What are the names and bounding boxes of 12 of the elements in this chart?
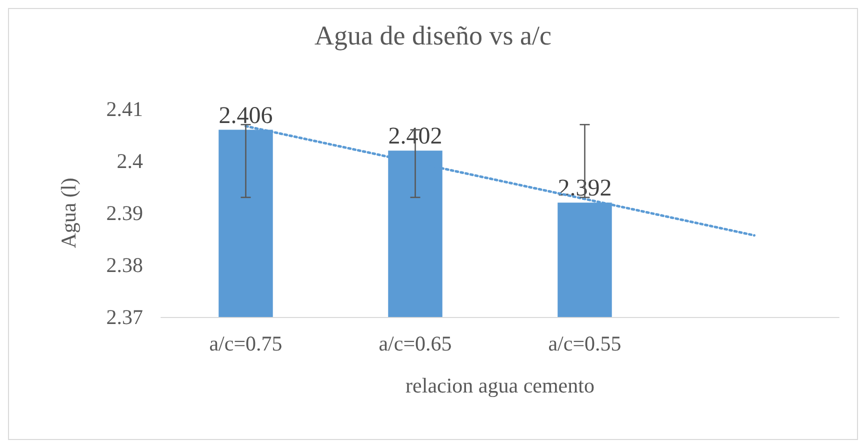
y-tick-label: 2.38 [106,253,143,277]
y-tick-label: 2.4 [116,149,144,173]
data-label: 2.406 [218,102,273,129]
y-tick-label: 2.39 [106,201,143,225]
chart-title: Agua de diseño vs a/c [314,20,552,50]
x-tick-label: a/c=0.55 [548,332,622,356]
x-axis-title: relacion agua cemento [406,374,594,398]
x-tick-label: a/c=0.65 [378,332,452,356]
y-tick-label: 2.41 [106,97,143,121]
y-axis-title: Agua (l) [56,178,80,248]
y-tick-label: 2.37 [106,305,143,329]
x-tick-label: a/c=0.75 [209,332,282,356]
